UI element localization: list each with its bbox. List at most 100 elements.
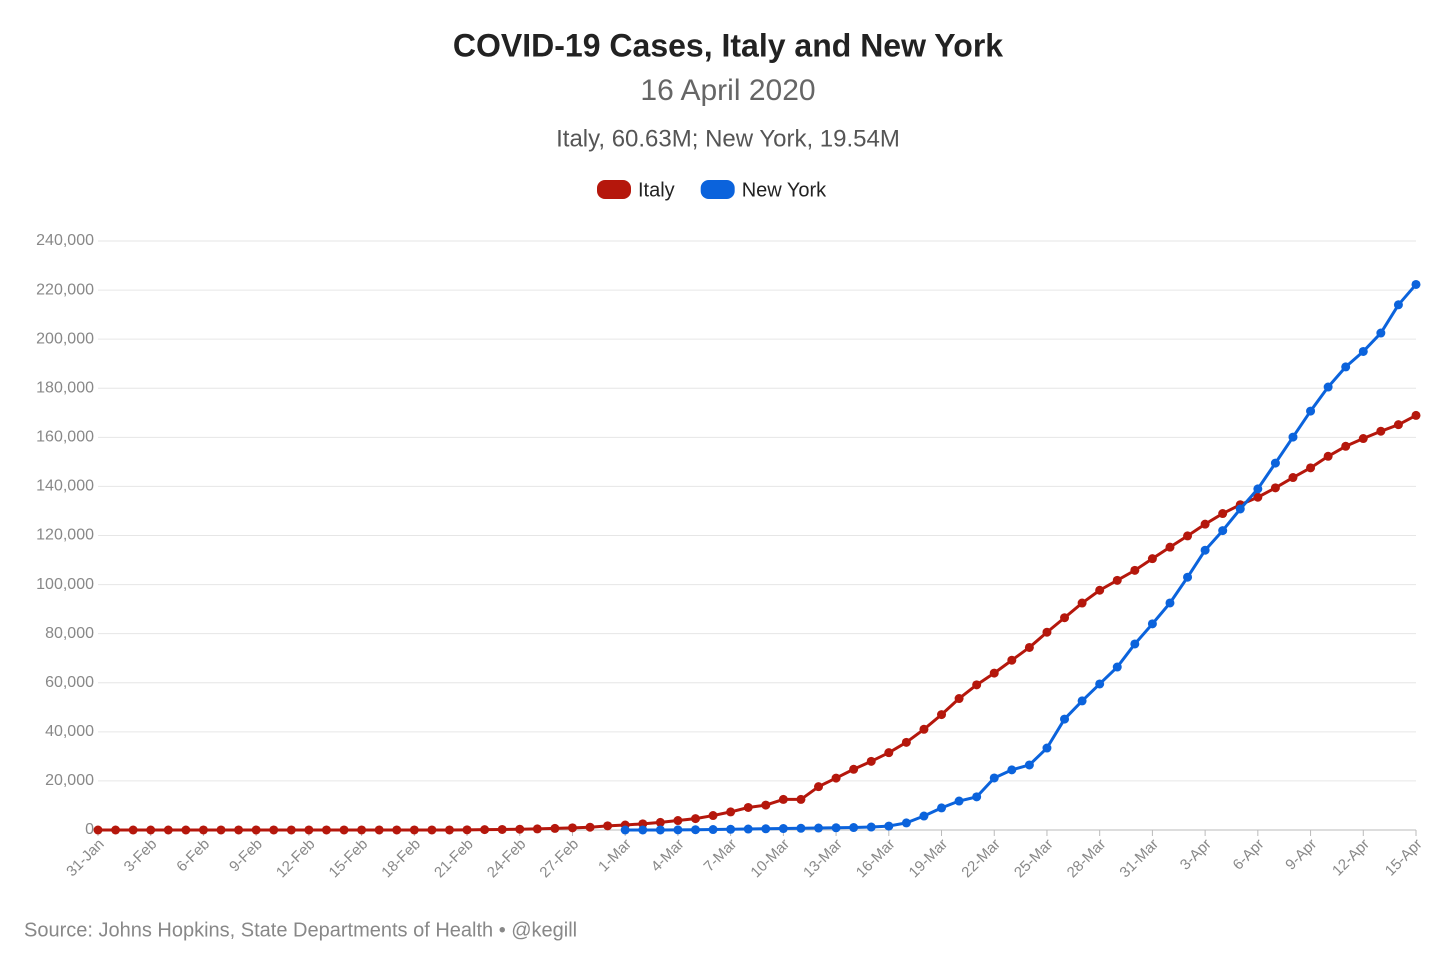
source: Source: Johns Hopkins, State Departments… xyxy=(24,919,577,941)
data-point xyxy=(181,825,191,835)
data-point xyxy=(1411,410,1421,420)
data-point xyxy=(497,824,507,834)
data-point xyxy=(1376,426,1386,436)
data-point xyxy=(708,825,718,835)
data-point xyxy=(1077,598,1087,608)
data-point xyxy=(814,782,824,792)
data-point xyxy=(392,825,402,835)
data-point xyxy=(480,825,490,835)
data-point xyxy=(1270,483,1280,493)
series-line xyxy=(98,414,1417,832)
data-point xyxy=(849,823,859,833)
data-point xyxy=(1112,662,1122,672)
data-point xyxy=(1306,406,1316,416)
data-point xyxy=(796,823,806,833)
data-point xyxy=(111,825,121,835)
data-point xyxy=(937,710,947,720)
data-point xyxy=(357,825,367,835)
data-point xyxy=(1077,696,1087,706)
data-point xyxy=(128,825,138,835)
data-point xyxy=(726,824,736,834)
data-point xyxy=(585,822,595,832)
data-point xyxy=(1183,531,1193,541)
data-point xyxy=(1042,627,1052,637)
data-point xyxy=(1165,598,1175,608)
data-point xyxy=(1358,434,1368,444)
y-tick-label: 40,000 xyxy=(45,723,94,740)
data-point xyxy=(1060,613,1070,623)
data-point xyxy=(673,816,683,826)
y-tick-label: 160,000 xyxy=(36,429,94,446)
data-point xyxy=(321,825,331,835)
y-tick-label: 80,000 xyxy=(45,625,94,642)
data-point xyxy=(251,825,261,835)
data-point xyxy=(1341,441,1351,451)
y-tick-label: 120,000 xyxy=(36,527,94,544)
legend-label: New York xyxy=(742,179,827,201)
data-point xyxy=(901,737,911,747)
data-point xyxy=(796,794,806,804)
data-point xyxy=(1130,565,1140,575)
y-tick-label: 140,000 xyxy=(36,478,94,495)
data-point xyxy=(1306,463,1316,473)
data-point xyxy=(1060,714,1070,724)
data-point xyxy=(409,825,419,835)
data-point xyxy=(374,825,384,835)
data-point xyxy=(427,825,437,835)
data-point xyxy=(972,680,982,690)
data-point xyxy=(269,825,279,835)
data-point xyxy=(339,825,349,835)
data-point xyxy=(937,803,947,813)
y-tick-label: 200,000 xyxy=(36,330,94,347)
data-point xyxy=(515,824,525,834)
legend-swatch xyxy=(597,180,631,199)
y-tick-label: 180,000 xyxy=(36,379,94,396)
data-point xyxy=(1323,382,1333,392)
data-point xyxy=(761,800,771,810)
data-point xyxy=(216,825,226,835)
data-point xyxy=(884,748,894,758)
data-point xyxy=(1130,639,1140,649)
data-point xyxy=(1393,300,1403,310)
data-point xyxy=(1024,760,1034,770)
data-point xyxy=(1200,519,1210,529)
data-point xyxy=(743,802,753,812)
data-point xyxy=(1147,554,1157,564)
data-point xyxy=(1253,484,1263,494)
data-point xyxy=(1024,642,1034,652)
data-point xyxy=(761,824,771,834)
data-point xyxy=(901,818,911,828)
data-point xyxy=(1341,362,1351,372)
data-point xyxy=(866,756,876,766)
data-point xyxy=(304,825,314,835)
data-point xyxy=(972,792,982,802)
data-point xyxy=(919,724,929,734)
data-point xyxy=(989,668,999,678)
y-tick-label: 20,000 xyxy=(45,772,94,789)
legend-label: Italy xyxy=(638,179,675,201)
data-point xyxy=(655,825,665,835)
data-point xyxy=(690,814,700,824)
data-point xyxy=(163,825,173,835)
y-tick-label: 100,000 xyxy=(36,576,94,593)
data-point xyxy=(1358,346,1368,356)
data-point xyxy=(198,825,208,835)
data-point xyxy=(989,773,999,783)
data-point xyxy=(708,811,718,821)
data-point xyxy=(866,822,876,832)
y-tick-label: 220,000 xyxy=(36,281,94,298)
y-tick-label: 240,000 xyxy=(36,232,94,249)
data-point xyxy=(1007,765,1017,775)
data-point xyxy=(1200,545,1210,555)
data-point xyxy=(444,825,454,835)
data-point xyxy=(919,811,929,821)
data-point xyxy=(1270,458,1280,468)
data-point xyxy=(93,825,103,835)
data-point xyxy=(1007,655,1017,665)
y-tick-label: 60,000 xyxy=(45,674,94,691)
chart-title: COVID-19 Cases, Italy and New York xyxy=(453,27,1003,63)
data-point xyxy=(814,823,824,833)
data-point xyxy=(1183,572,1193,582)
